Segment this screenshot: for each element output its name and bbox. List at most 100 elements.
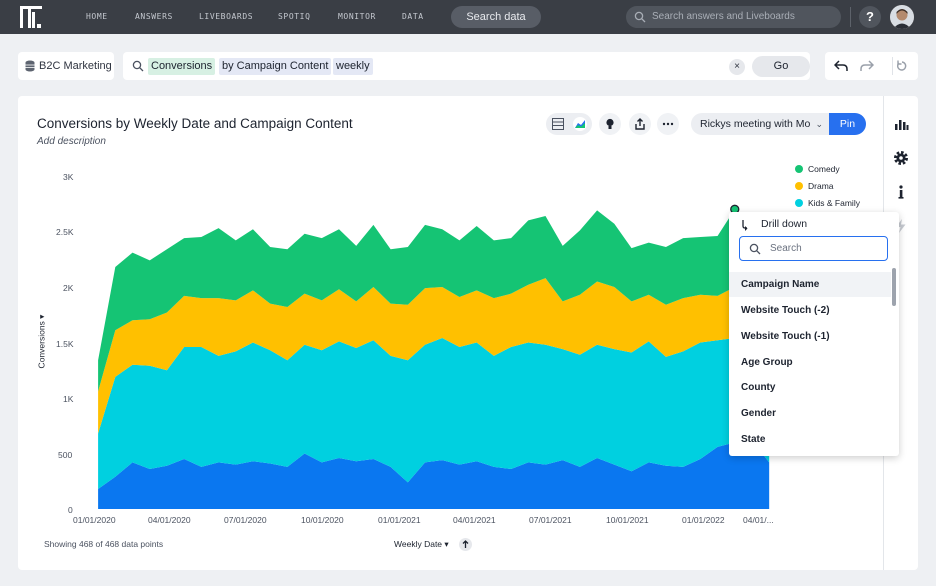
add-description-field[interactable]: Add description	[37, 136, 106, 147]
x-axis-label-text: Weekly Date	[394, 539, 443, 549]
drill-down-icon	[742, 220, 748, 231]
avatar[interactable]	[890, 5, 914, 29]
reset-icon[interactable]	[896, 60, 908, 72]
nav-home[interactable]: HOME	[86, 12, 108, 21]
data-source-label: B2C Marketing	[39, 60, 112, 72]
share-button[interactable]	[629, 113, 651, 135]
search-icon	[634, 11, 646, 23]
liveboard-select-value: Rickys meeting with Mo	[700, 118, 811, 130]
liveboard-select[interactable]: Rickys meeting with Mo ⌄	[691, 113, 830, 135]
x-tick-label: 07/01/2021	[529, 515, 572, 525]
sort-button[interactable]	[459, 538, 472, 551]
drill-item-county[interactable]: County	[741, 382, 776, 393]
more-horizontal-icon	[662, 122, 674, 126]
area-chart-icon[interactable]	[573, 117, 587, 131]
legend-label: Comedy	[808, 164, 840, 174]
legend-label: Drama	[808, 181, 834, 191]
lightbulb-icon	[606, 118, 614, 129]
x-tick-label: 07/01/2020	[224, 515, 267, 525]
arrow-up-icon	[462, 540, 469, 548]
search-data-button[interactable]: Search data	[451, 6, 541, 28]
area-series-drama[interactable]	[98, 278, 770, 434]
search-token-measure[interactable]: Conversions	[148, 58, 216, 75]
x-tick-label: 01/01/2021	[378, 515, 421, 525]
search-token-attribute[interactable]: by Campaign Content	[219, 58, 332, 75]
lightning-icon[interactable]	[892, 217, 910, 235]
legend-dot	[795, 165, 803, 173]
drill-item-gender[interactable]: Gender	[741, 408, 777, 419]
search-query-bar[interactable]: Conversions by Campaign Content weekly	[123, 52, 810, 80]
search-icon	[132, 60, 144, 72]
x-tick-label: 04/01/...	[743, 515, 774, 525]
y-tick-label: 0	[68, 505, 73, 515]
x-axis-label[interactable]: Weekly Date ▾	[394, 539, 449, 549]
legend-item-kids-family[interactable]: Kids & Family	[795, 198, 860, 208]
drill-down-title: Drill down	[761, 218, 808, 230]
global-search-placeholder: Search answers and Liveboards	[652, 11, 795, 22]
drill-down-search-placeholder: Search	[770, 243, 802, 254]
x-tick-label: 04/01/2020	[148, 515, 191, 525]
search-icon	[749, 243, 761, 255]
drill-item-website-touch-2[interactable]: Website Touch (-2)	[741, 305, 830, 316]
global-search-input[interactable]: Search answers and Liveboards	[626, 6, 841, 28]
legend-dot	[795, 199, 803, 207]
legend-item-drama[interactable]: Drama	[795, 181, 834, 191]
database-icon	[25, 60, 35, 72]
gear-icon[interactable]	[892, 149, 910, 167]
x-tick-label: 10/01/2021	[606, 515, 649, 525]
y-tick-label: 3K	[63, 172, 74, 182]
y-tick-label: 2K	[63, 283, 74, 293]
spotiq-button[interactable]	[599, 113, 621, 135]
data-source-selector[interactable]: B2C Marketing	[18, 52, 114, 80]
bar-chart-icon[interactable]	[892, 115, 910, 133]
go-button[interactable]: Go	[752, 56, 810, 77]
drill-down-search-input[interactable]: Search	[739, 236, 888, 261]
x-tick-label: 01/01/2020	[73, 515, 116, 525]
y-tick-label: 500	[58, 450, 73, 460]
table-icon[interactable]	[552, 118, 564, 130]
area-series-comedy[interactable]	[98, 209, 770, 392]
legend-dot	[795, 182, 803, 190]
nav-spotiq[interactable]: SPOTIQ	[278, 12, 311, 21]
pin-button[interactable]: Pin	[829, 113, 866, 135]
user-photo-icon	[890, 5, 914, 29]
thoughtspot-logo[interactable]	[20, 6, 42, 28]
share-icon	[635, 118, 645, 130]
drill-item-website-touch-1[interactable]: Website Touch (-1)	[741, 331, 830, 342]
y-axis-label[interactable]: Conversions ▾	[36, 314, 47, 369]
chart-title: Conversions by Weekly Date and Campaign …	[37, 116, 353, 131]
nav-answers[interactable]: ANSWERS	[135, 12, 173, 21]
legend-label: Kids & Family	[808, 198, 860, 208]
legend-item-comedy[interactable]: Comedy	[795, 164, 840, 174]
drill-item-campaign-name[interactable]: Campaign Name	[729, 272, 891, 297]
drill-item-age-group[interactable]: Age Group	[741, 357, 793, 368]
x-tick-label: 10/01/2020	[301, 515, 344, 525]
search-token-keyword[interactable]: weekly	[333, 58, 373, 75]
y-tick-label: 1K	[63, 394, 74, 404]
y-axis-label-text: Conversions	[36, 321, 47, 369]
redo-icon[interactable]	[860, 60, 874, 72]
nav-monitor[interactable]: MONITOR	[338, 12, 376, 21]
area-series-base[interactable]	[98, 440, 770, 509]
x-tick-label: 04/01/2021	[453, 515, 496, 525]
help-button[interactable]: ?	[859, 6, 881, 28]
chevron-down-icon: ⌄	[815, 119, 823, 129]
more-options-button[interactable]	[657, 113, 679, 135]
nav-divider	[850, 7, 851, 27]
y-tick-label: 2.5K	[56, 227, 74, 237]
undo-icon[interactable]	[834, 60, 848, 72]
data-points-info: Showing 468 of 468 data points	[44, 539, 164, 549]
nav-data[interactable]: DATA	[402, 12, 424, 21]
chart-table-toggle[interactable]	[546, 113, 592, 135]
y-tick-label: 1.5K	[56, 339, 74, 349]
history-controls	[825, 52, 918, 80]
drill-down-scrollbar[interactable]	[892, 268, 896, 306]
history-divider	[892, 57, 893, 75]
clear-search-button[interactable]: ×	[729, 59, 745, 75]
drill-item-state[interactable]: State	[741, 434, 766, 445]
x-tick-label: 01/01/2022	[682, 515, 725, 525]
area-series-kids-family[interactable]	[98, 338, 770, 490]
nav-liveboards[interactable]: LIVEBOARDS	[199, 12, 254, 21]
info-icon[interactable]	[892, 183, 910, 201]
